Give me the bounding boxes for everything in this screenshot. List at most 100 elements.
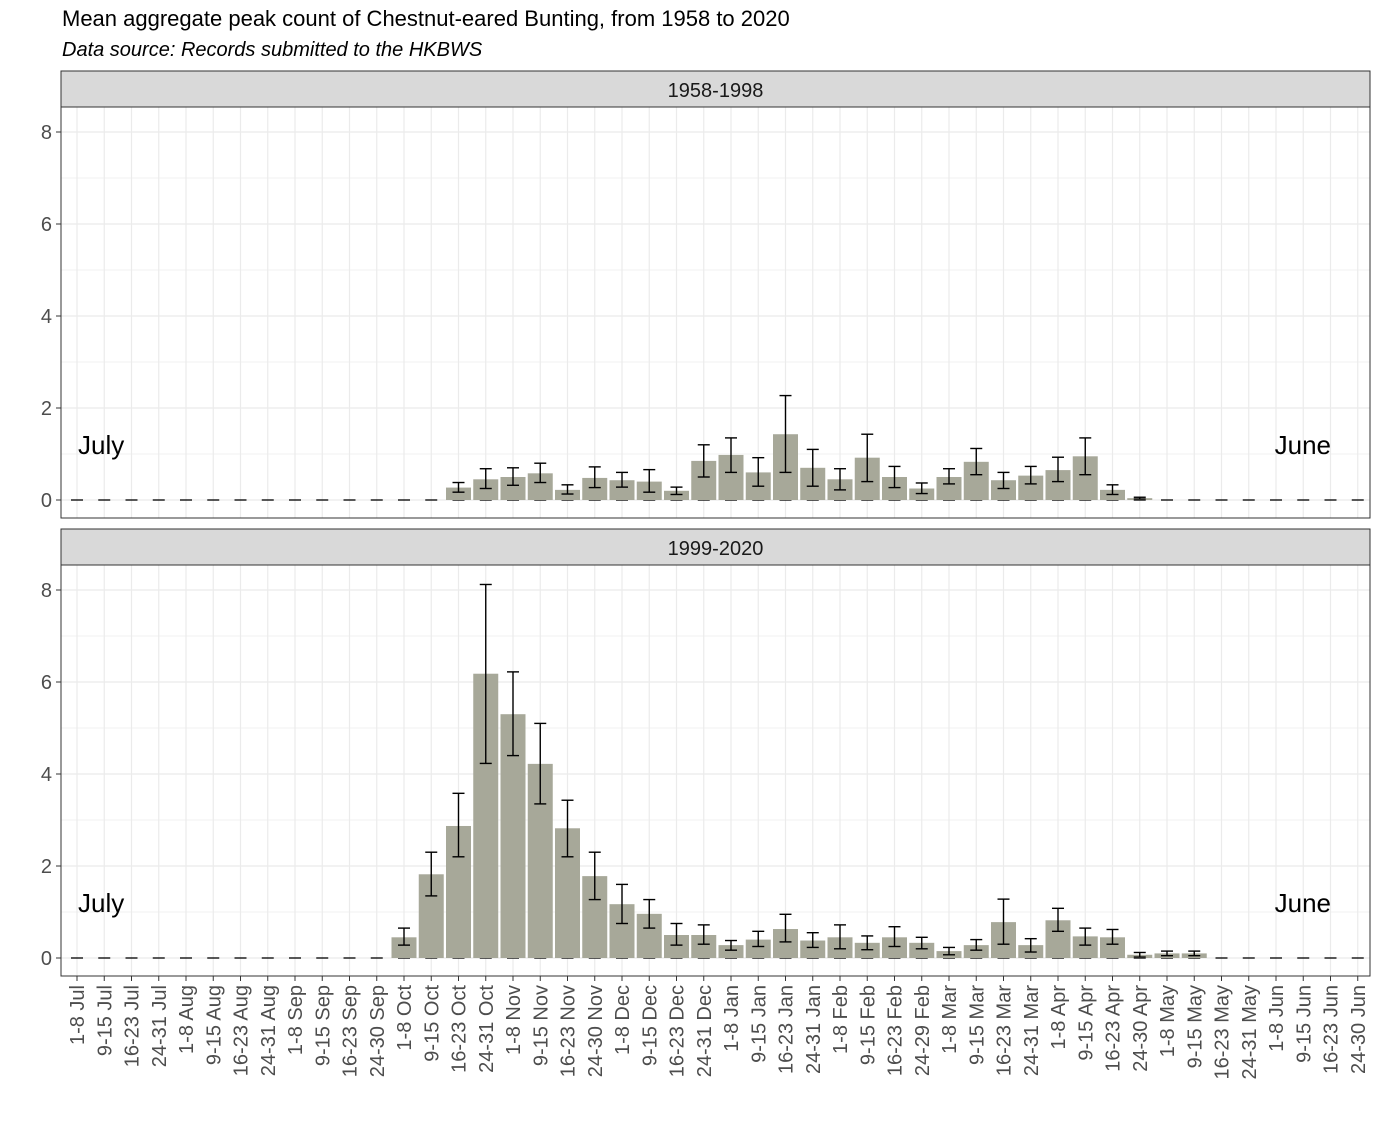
left-note: July bbox=[78, 888, 124, 918]
x-tick-label: 1-8 Nov bbox=[503, 985, 525, 1055]
x-tick-label: 24-30 Jun bbox=[1348, 985, 1370, 1074]
x-tick-label: 1-8 Mar bbox=[939, 985, 961, 1054]
x-tick-label: 9-15 Apr bbox=[1075, 985, 1097, 1061]
x-tick-label: 24-31 Aug bbox=[258, 985, 280, 1076]
x-tick-label: 24-31 Oct bbox=[476, 985, 498, 1073]
x-tick-label: 1-8 Jul bbox=[67, 985, 89, 1045]
error-bar bbox=[1052, 907, 1064, 933]
x-tick-label: 16-23 Nov bbox=[558, 985, 580, 1077]
bar bbox=[609, 480, 635, 500]
plot-area bbox=[61, 107, 1370, 518]
error-bar bbox=[452, 481, 465, 493]
x-tick-label: 9-15 Nov bbox=[530, 985, 552, 1066]
y-tick-label: 6 bbox=[41, 214, 52, 236]
error-bar bbox=[398, 927, 410, 946]
error-bar bbox=[1161, 950, 1173, 957]
right-note: June bbox=[1275, 888, 1331, 918]
error-bar bbox=[1106, 484, 1119, 496]
x-axis: 1-8 Jul 9-15 Jul 16-23 Jul 24-31 Jul 1-8 Aug… bbox=[67, 976, 1370, 1080]
error-bar bbox=[970, 938, 983, 951]
x-tick-label: 9-15 May bbox=[1184, 985, 1206, 1068]
x-tick-label: 16-23 May bbox=[1212, 985, 1234, 1080]
x-tick-label: 24-30 Apr bbox=[1130, 985, 1152, 1072]
bar bbox=[909, 942, 935, 958]
bar bbox=[1100, 937, 1125, 958]
bar bbox=[555, 489, 580, 500]
error-bar bbox=[861, 433, 874, 483]
y-tick-label: 0 bbox=[41, 490, 52, 512]
chart-subtitle: Data source: Records submitted to the HK… bbox=[62, 39, 483, 61]
error-bar bbox=[1024, 465, 1037, 485]
error-bar bbox=[616, 471, 628, 488]
error-bar bbox=[479, 583, 492, 765]
error-bar bbox=[452, 792, 465, 858]
y-tick-label: 4 bbox=[41, 306, 52, 328]
bar bbox=[991, 480, 1016, 500]
error-bar bbox=[670, 922, 683, 946]
bar bbox=[718, 945, 744, 958]
error-bar bbox=[997, 898, 1010, 945]
x-tick-label: 1-8 Sep bbox=[285, 985, 307, 1055]
x-tick-label: 16-23 Mar bbox=[994, 985, 1016, 1076]
bar bbox=[582, 477, 608, 500]
error-bar bbox=[561, 799, 574, 858]
error-bar bbox=[834, 468, 846, 491]
y-axis: 0 2 4 6 8 bbox=[41, 122, 61, 512]
x-tick-label: 9-15 Feb bbox=[857, 985, 879, 1065]
x-tick-label: 1-8 Jun bbox=[1266, 985, 1288, 1052]
error-bar bbox=[752, 456, 765, 487]
error-bar bbox=[779, 913, 792, 943]
x-tick-label: 24-30 Nov bbox=[585, 985, 607, 1077]
x-tick-label: 24-31 May bbox=[1239, 985, 1261, 1080]
x-tick-label: 16-23 Apr bbox=[1103, 985, 1125, 1072]
bar bbox=[691, 935, 717, 958]
error-bar bbox=[915, 936, 928, 950]
error-bar bbox=[561, 484, 574, 495]
error-bar bbox=[861, 935, 874, 951]
x-tick-label: 16-23 Sep bbox=[340, 985, 362, 1077]
error-bar bbox=[779, 394, 792, 474]
bar bbox=[446, 487, 471, 500]
error-bar bbox=[479, 468, 492, 490]
x-tick-label: 9-15 Sep bbox=[312, 985, 334, 1066]
x-tick-label: 16-23 Dec bbox=[667, 985, 689, 1077]
y-axis: 0 2 4 6 8 bbox=[41, 580, 61, 970]
error-bar bbox=[588, 851, 601, 901]
bar bbox=[936, 477, 962, 500]
x-tick-label: 24-31 Jan bbox=[803, 985, 825, 1074]
y-tick-label: 0 bbox=[41, 948, 52, 970]
error-bar bbox=[1133, 951, 1146, 958]
y-tick-label: 8 bbox=[41, 122, 52, 144]
bar bbox=[1072, 936, 1098, 958]
bar bbox=[664, 490, 689, 500]
right-note: June bbox=[1275, 430, 1331, 460]
x-tick-label: 16-23 Jul bbox=[122, 985, 144, 1067]
x-tick-label: 9-15 Jan bbox=[748, 985, 770, 1063]
plot-border bbox=[60, 106, 1371, 519]
bar bbox=[664, 935, 689, 958]
error-bar bbox=[1024, 937, 1037, 953]
facet-strip bbox=[60, 70, 1371, 108]
error-bar bbox=[643, 898, 656, 929]
bars bbox=[391, 673, 1207, 958]
y-tick-label: 6 bbox=[41, 672, 52, 694]
error-bar bbox=[888, 465, 901, 489]
error-bar bbox=[1079, 927, 1092, 946]
error-bar bbox=[1052, 456, 1064, 483]
x-tick-label: 9-15 Dec bbox=[639, 985, 661, 1066]
error-bar bbox=[1106, 928, 1119, 945]
x-tick-label: 24-31 Jul bbox=[149, 985, 171, 1067]
error-bar bbox=[725, 437, 737, 474]
y-tick-label: 2 bbox=[41, 398, 52, 420]
plot-area bbox=[61, 565, 1370, 976]
error-bars bbox=[398, 583, 1201, 958]
error-bars bbox=[452, 394, 1146, 500]
x-tick-label: 16-23 Aug bbox=[231, 985, 253, 1076]
bar bbox=[745, 939, 771, 958]
error-bar bbox=[943, 946, 955, 956]
x-tick-label: 9-15 Aug bbox=[203, 985, 225, 1065]
y-tick-label: 2 bbox=[41, 856, 52, 878]
x-tick-label: 9-15 Jul bbox=[94, 985, 116, 1056]
error-bar bbox=[507, 671, 519, 757]
